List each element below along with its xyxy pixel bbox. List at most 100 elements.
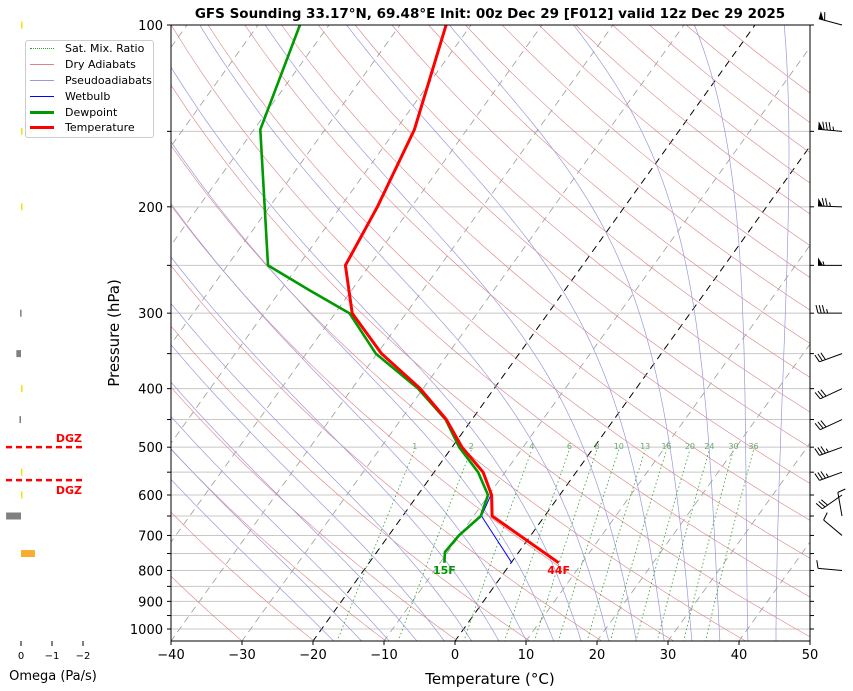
- y-tick-label: 200: [138, 201, 163, 216]
- wind-barb: [837, 488, 846, 517]
- y-tick-label: 600: [138, 489, 163, 504]
- y-tick-label: 800: [138, 564, 163, 579]
- barb-staff: [819, 446, 843, 456]
- dry-adiabat: [391, 25, 810, 378]
- omega-tick-label: −1: [45, 651, 60, 662]
- surface-annotation: 15F: [433, 564, 456, 577]
- barb-half: [826, 309, 829, 314]
- omega-bar: [21, 550, 35, 558]
- pseudoadiabat: [171, 381, 418, 641]
- omega-bar: [21, 491, 23, 499]
- legend-swatch: [30, 64, 54, 66]
- legend-entry: Pseudoadiabats: [26, 73, 153, 89]
- barb-full: [817, 353, 823, 362]
- barb-staff: [823, 519, 843, 536]
- pseudoadiabat: [171, 478, 335, 641]
- barb-pennant: [818, 198, 823, 207]
- dry-adiabat: [575, 25, 810, 215]
- barb-staff: [819, 353, 843, 363]
- barb-full: [816, 560, 819, 569]
- barb-full: [825, 198, 828, 207]
- mixing-ratio-line: [635, 449, 691, 641]
- pseudoadiabat: [264, 25, 637, 641]
- omega-bar: [21, 203, 23, 211]
- chart-title: GFS Sounding 33.17°N, 69.48°E Init: 00z …: [195, 6, 785, 22]
- wind-barb: [815, 494, 843, 510]
- mixing-ratio-label: 16: [661, 442, 671, 451]
- wind-barbs: [814, 11, 846, 571]
- dry-adiabat: [244, 25, 810, 521]
- mixing-ratio-label: 10: [614, 442, 624, 451]
- wind-barb: [814, 471, 843, 481]
- wind-barb: [814, 388, 843, 400]
- pseudoadiabat: [171, 344, 445, 641]
- barb-full: [814, 422, 821, 430]
- dry-adiabat: [171, 511, 315, 641]
- barb-full: [820, 420, 827, 428]
- barb-full: [828, 122, 831, 131]
- mixing-ratio-label: 20: [685, 442, 695, 451]
- wind-barb: [814, 419, 843, 431]
- isotherm: [809, 640, 810, 641]
- wetbulb-line: [481, 494, 513, 564]
- mixing-ratio-line: [656, 449, 710, 641]
- wind-barb: [814, 352, 843, 363]
- y-tick-label: 700: [138, 529, 163, 544]
- dry-adiabat: [501, 25, 810, 278]
- isotherm: [383, 46, 810, 641]
- barb-staff: [818, 567, 843, 571]
- dry-adiabat: [171, 144, 747, 641]
- highlight-isotherm: [454, 145, 810, 641]
- legend-entry: Dewpoint: [26, 104, 153, 120]
- pseudoadiabat: [694, 25, 749, 641]
- mixing-ratio-label: 36: [748, 442, 758, 451]
- barb-half: [825, 473, 829, 478]
- pseudoadiabat: [171, 256, 500, 641]
- dry-adiabat: [171, 265, 603, 641]
- y-tick-label: 900: [138, 595, 163, 610]
- dry-adiabat: [171, 386, 459, 641]
- surface-annotation: 44F: [547, 564, 570, 577]
- pseudoadiabat: [573, 25, 721, 641]
- x-tick-label: −40: [157, 648, 184, 663]
- mixing-ratio-line: [609, 449, 667, 641]
- isotherm: [596, 343, 810, 641]
- mixing-ratio-line: [534, 449, 598, 641]
- barb-full: [817, 472, 823, 480]
- mixing-ratio-line: [397, 449, 472, 641]
- legend-swatch: [30, 48, 54, 50]
- wind-barb: [815, 305, 842, 314]
- x-tick-label: 20: [589, 648, 606, 663]
- pseudoadiabat: [171, 302, 473, 641]
- pseudoadiabat: [171, 448, 363, 641]
- barb-full: [815, 502, 823, 510]
- legend-label: Temperature: [65, 121, 135, 135]
- barb-half: [822, 261, 825, 266]
- pseudoadiabat: [171, 141, 555, 641]
- x-tick-label: 40: [731, 648, 748, 663]
- barb-full: [825, 121, 828, 131]
- omega-panel: 0 −1 −2 DGZ DGZ: [6, 21, 90, 662]
- legend: Sat. Mix. Ratio Dry Adiabats Pseudoadiabat…: [25, 40, 154, 138]
- mixing-ratio-label: 13: [640, 442, 650, 451]
- dry-adiabat: [428, 25, 810, 344]
- dry-adiabat: [722, 25, 810, 94]
- background-lines: 1 2 4 6 8 10 13 16 20 24 30 36: [171, 25, 810, 641]
- barb-pennant: [818, 11, 824, 21]
- barb-full: [822, 121, 825, 130]
- pseudoadiabat: [199, 25, 610, 641]
- isotherm: [171, 25, 614, 641]
- omega-bar: [21, 468, 23, 476]
- x-tick-label: 30: [660, 648, 677, 663]
- barb-pennant: [818, 257, 823, 266]
- y-tick-label: 400: [138, 383, 163, 398]
- dgz-label: DGZ: [56, 432, 82, 445]
- x-tick-label: −20: [299, 648, 326, 663]
- barb-pennant: [818, 121, 824, 130]
- isotherm: [667, 442, 810, 641]
- barb-full: [815, 305, 819, 314]
- x-axis-label: Temperature (°C): [424, 670, 554, 688]
- omega-bar: [20, 309, 22, 317]
- x-tick-label: 50: [802, 648, 819, 663]
